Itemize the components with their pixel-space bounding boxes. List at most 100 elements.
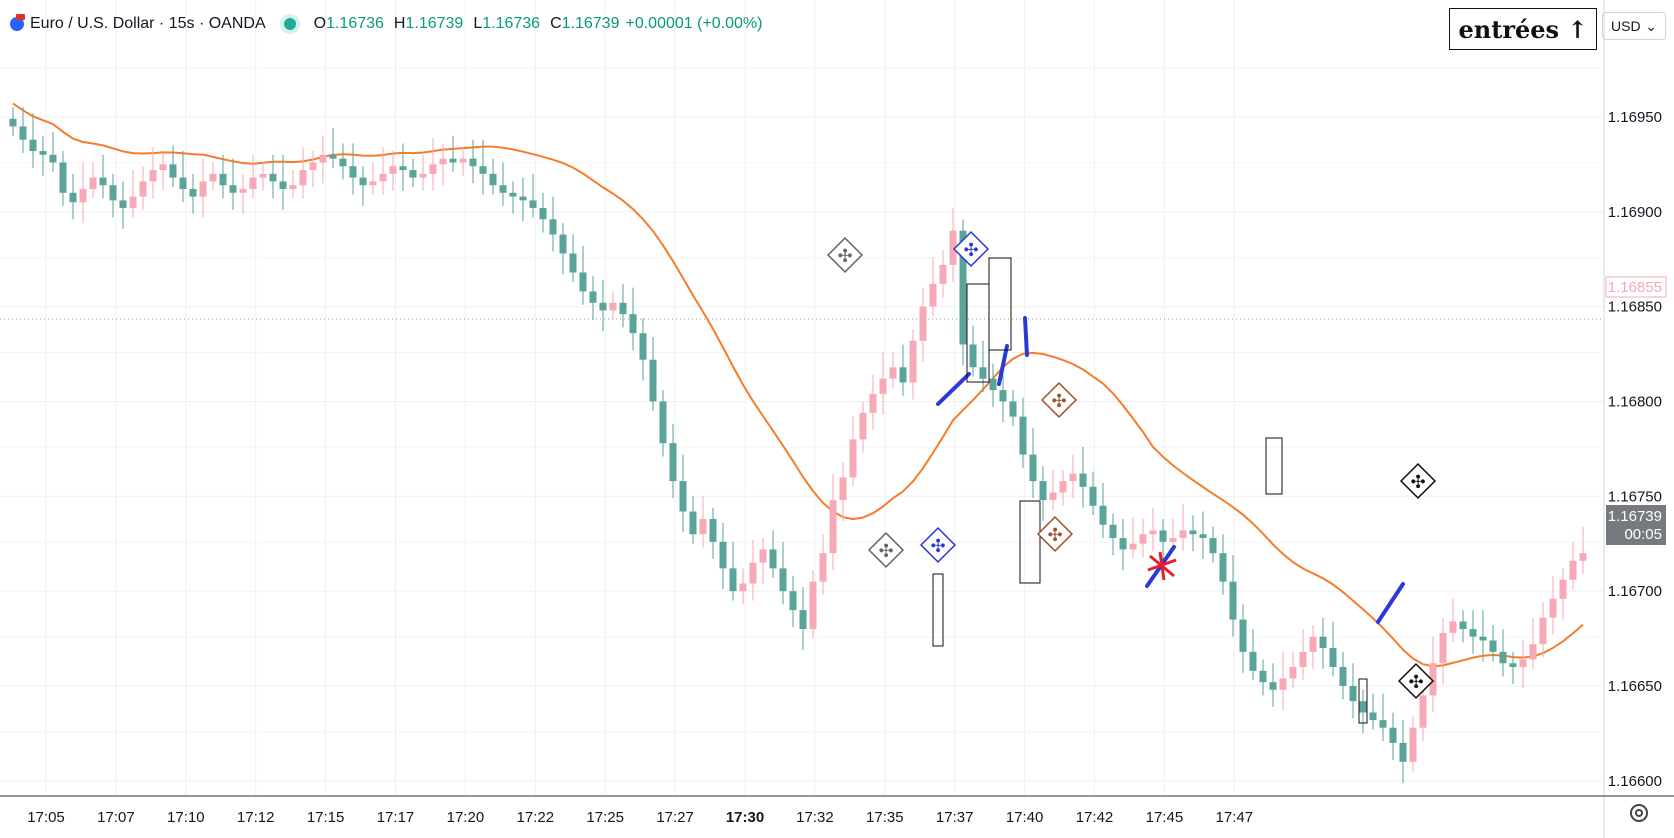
candle-body — [889, 367, 897, 379]
chevron-down-icon: ⌄ — [1645, 17, 1657, 34]
candle-body — [919, 306, 927, 341]
candle-body — [959, 230, 967, 345]
close-value: 1.16739 — [561, 15, 620, 32]
candle-body — [499, 185, 507, 193]
marker-glyph: ✣ — [1410, 472, 1425, 493]
candle-body — [1209, 538, 1217, 554]
candle-body — [1029, 454, 1037, 482]
marker-glyph: ✣ — [963, 240, 978, 261]
candle-body — [139, 181, 147, 197]
marker-diamond — [1040, 381, 1078, 419]
candle-body — [159, 164, 167, 171]
candle-body — [249, 177, 257, 189]
candle-body — [219, 173, 227, 186]
candle-body — [439, 158, 447, 165]
candle-body — [239, 188, 247, 193]
candle-body — [679, 481, 687, 512]
price-tick-label: 1.16950 — [1608, 109, 1662, 126]
candle-body — [1199, 534, 1207, 539]
time-tick-label: 17:37 — [936, 809, 974, 826]
candle-body — [659, 401, 667, 444]
candle-body — [1149, 530, 1157, 535]
time-tick-label: 17:35 — [866, 809, 904, 826]
candle-body — [859, 412, 867, 440]
candle-body — [269, 173, 277, 182]
highlight-box — [1019, 500, 1041, 584]
candle-body — [909, 340, 917, 383]
candle-body — [1509, 663, 1517, 668]
candle-body — [1399, 742, 1407, 762]
candle-body — [639, 333, 647, 360]
candle-body — [1429, 663, 1437, 696]
candle-body — [1189, 530, 1197, 535]
price-tick-label: 1.16600 — [1608, 773, 1662, 790]
marker-glyph: ✣ — [837, 246, 852, 267]
symbol-title[interactable]: Euro / U.S. Dollar · 15s · OANDA — [30, 15, 266, 32]
candle-body — [1349, 685, 1357, 702]
candle-body — [1579, 553, 1587, 561]
marker-glyph: ✣ — [1047, 525, 1062, 546]
candle-body — [1119, 538, 1127, 550]
marker-diamond — [1399, 462, 1437, 500]
candle-body — [29, 139, 37, 152]
candle-body — [1059, 481, 1067, 493]
candle-body — [1499, 651, 1507, 664]
candle-body — [539, 207, 547, 220]
candle-body — [409, 170, 417, 178]
candle-body — [99, 177, 107, 186]
time-tick-label: 17:10 — [167, 809, 205, 826]
candle-body — [89, 177, 97, 189]
candle-body — [49, 154, 57, 163]
candle-body — [989, 378, 997, 391]
candle-body — [579, 272, 587, 292]
low-value: 1.16736 — [482, 15, 541, 32]
gear-icon[interactable] — [1630, 804, 1648, 822]
candle-body — [1229, 581, 1237, 620]
candle-body — [809, 581, 817, 630]
candle-body — [799, 610, 807, 630]
candle-body — [1299, 651, 1307, 668]
alert-price-tag — [1605, 276, 1667, 298]
candle-body — [429, 164, 437, 174]
candle-body — [489, 173, 497, 186]
candle-body — [1089, 486, 1097, 506]
candle-body — [149, 170, 157, 182]
candle-body — [1439, 632, 1447, 664]
time-tick-label: 17:40 — [1006, 809, 1044, 826]
candle-body — [279, 181, 287, 189]
candle-body — [789, 591, 797, 611]
low-label: L — [473, 15, 483, 32]
signal-marker-icon: ✣ — [1397, 662, 1435, 700]
candle-body — [1409, 727, 1417, 762]
candle-body — [689, 511, 697, 535]
signal-marker-icon: ✣ — [952, 230, 990, 268]
candle-body — [209, 173, 217, 182]
candle-body — [829, 500, 837, 554]
marker-diamond — [1397, 662, 1435, 700]
candle-body — [1339, 667, 1347, 686]
candle-body — [1249, 651, 1257, 671]
candle-body — [509, 192, 517, 197]
entrees-annotation[interactable]: entrées ↑ — [1449, 8, 1597, 50]
time-tick-label: 17:25 — [586, 809, 624, 826]
time-tick-label: 17:30 — [726, 809, 764, 826]
candle-body — [939, 264, 947, 284]
price-tick-label: 1.16900 — [1608, 204, 1662, 221]
candle-body — [59, 162, 67, 193]
candle-body — [1459, 621, 1467, 630]
signal-marker-icon: ✣ — [1040, 381, 1078, 419]
price-tick-label: 1.16800 — [1608, 393, 1662, 410]
candle-body — [619, 302, 627, 315]
candle-body — [1549, 598, 1557, 618]
candle-body — [179, 177, 187, 189]
candle-body — [1359, 701, 1367, 713]
alert-price-label: 1.16855 — [1608, 279, 1662, 296]
candle-body — [739, 583, 747, 592]
candle-body — [609, 302, 617, 311]
candle-body — [349, 166, 357, 178]
highlight-box — [1265, 437, 1283, 495]
candle-body — [819, 553, 827, 582]
candle-body — [569, 253, 577, 273]
currency-selector[interactable]: USD ⌄ — [1602, 12, 1666, 40]
